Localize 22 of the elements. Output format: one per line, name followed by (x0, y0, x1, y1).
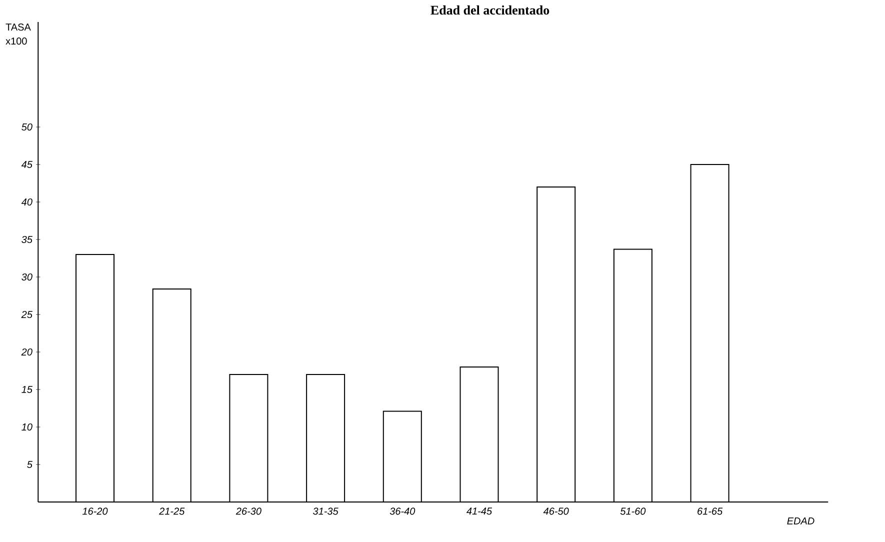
x-tick-label: 46-50 (543, 508, 569, 515)
y-tick-label: 40 (21, 198, 32, 206)
y-tick-label: 25 (21, 310, 32, 318)
chart-title: Edad del accidentado (430, 5, 550, 15)
y-tick-label: 30 (22, 273, 32, 281)
x-tick-label: 41-45 (466, 508, 492, 515)
y-tick-label: 5 (27, 461, 32, 468)
x-tick-label: 51-60 (620, 508, 646, 515)
x-tick-label: 26-30 (236, 508, 262, 515)
y-tick-label: 10 (22, 423, 32, 431)
x-axis-title: EDAD (787, 518, 814, 524)
y-tick-label: 20 (21, 348, 32, 356)
y-tick-label: 15 (22, 386, 32, 393)
y-axis-title: TASA x100 (6, 24, 31, 45)
y-tick-label: 45 (21, 161, 32, 168)
x-tick-label: 16-20 (82, 508, 108, 515)
y-tick-label: 35 (22, 236, 32, 244)
x-tick-label: 36-40 (390, 508, 416, 515)
x-tick-label: 31-35 (313, 508, 338, 515)
x-tick-label: 61-65 (698, 508, 723, 515)
x-tick-label: 21-25 (159, 508, 185, 515)
y-tick-label: 50 (22, 123, 32, 131)
